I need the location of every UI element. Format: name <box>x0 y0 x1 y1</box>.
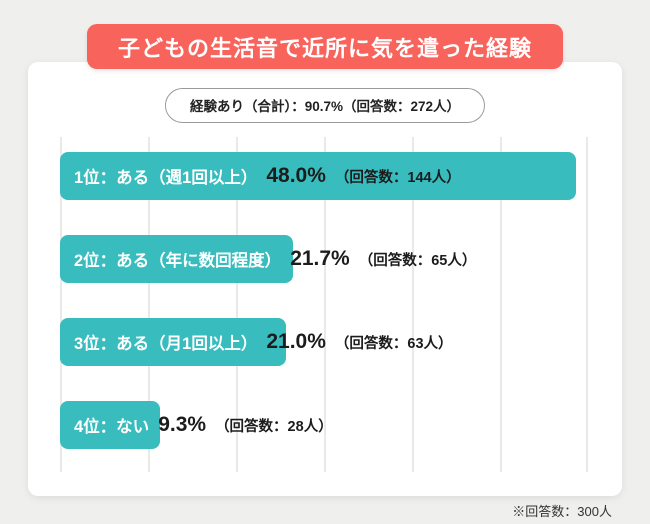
bar-category-label: 3位：ある（月1回以上） <box>74 335 258 353</box>
gridline <box>324 137 326 472</box>
bar-count-label: （回答数：65人） <box>358 252 477 269</box>
bar-row: 2位：ある（年に数回程度） 21.7% （回答数：65人） <box>60 235 588 283</box>
bar-labels: 2位：ある（年に数回程度） 21.7% （回答数：65人） <box>60 235 588 283</box>
footnote: ※回答数：300人 <box>512 504 612 519</box>
gridline <box>236 137 238 472</box>
bar-rank3 <box>60 318 286 366</box>
bar-labels: 3位：ある（月1回以上） 21.0% （回答数：63人） <box>60 318 588 366</box>
bar-value-label: 9.3% <box>158 413 207 436</box>
bar-rank1 <box>60 152 576 200</box>
bar-rank4 <box>60 401 160 449</box>
summary-pill-text: 経験あり（合計）：90.7%（回答数：272人） <box>189 99 461 114</box>
bar-value-label: 48.0% <box>266 164 326 187</box>
bar-count-label: （回答数：28人） <box>215 418 333 435</box>
bar-category-label: 2位：ある（年に数回程度） <box>74 252 282 270</box>
bar-row: 1位：ある（週1回以上） 48.0% （回答数：144人） <box>60 152 588 200</box>
bar-value-label: 21.7% <box>290 247 350 270</box>
bar-labels: 4位：ない 9.3% （回答数：28人） <box>60 401 588 449</box>
gridline <box>500 137 502 472</box>
summary-pill: 経験あり（合計）：90.7%（回答数：272人） <box>164 88 486 123</box>
title-banner: 子どもの生活音で近所に気を遣った経験 <box>87 24 563 69</box>
chart-title: 子どもの生活音で近所に気を遣った経験 <box>117 35 532 61</box>
bar-category-label: 1位：ある（週1回以上） <box>74 169 258 187</box>
chart-card: 経験あり（合計）：90.7%（回答数：272人） 1位：ある（週1回以上） 48… <box>28 62 622 496</box>
gridline <box>60 137 62 472</box>
bar-row: 4位：ない 9.3% （回答数：28人） <box>60 401 588 449</box>
bar-count-label: （回答数：144人） <box>334 169 461 186</box>
bar-category-label: 4位：ない <box>74 418 150 436</box>
bar-rank2 <box>60 235 293 283</box>
bar-count-label: （回答数：63人） <box>334 335 453 352</box>
bar-row: 3位：ある（月1回以上） 21.0% （回答数：63人） <box>60 318 588 366</box>
bar-chart: 1位：ある（週1回以上） 48.0% （回答数：144人） 2位：ある（年に数回… <box>60 137 588 472</box>
gridline <box>586 137 588 472</box>
gridline <box>148 137 150 472</box>
gridline <box>412 137 414 472</box>
bar-labels: 1位：ある（週1回以上） 48.0% （回答数：144人） <box>60 152 588 200</box>
bar-value-label: 21.0% <box>266 330 326 353</box>
